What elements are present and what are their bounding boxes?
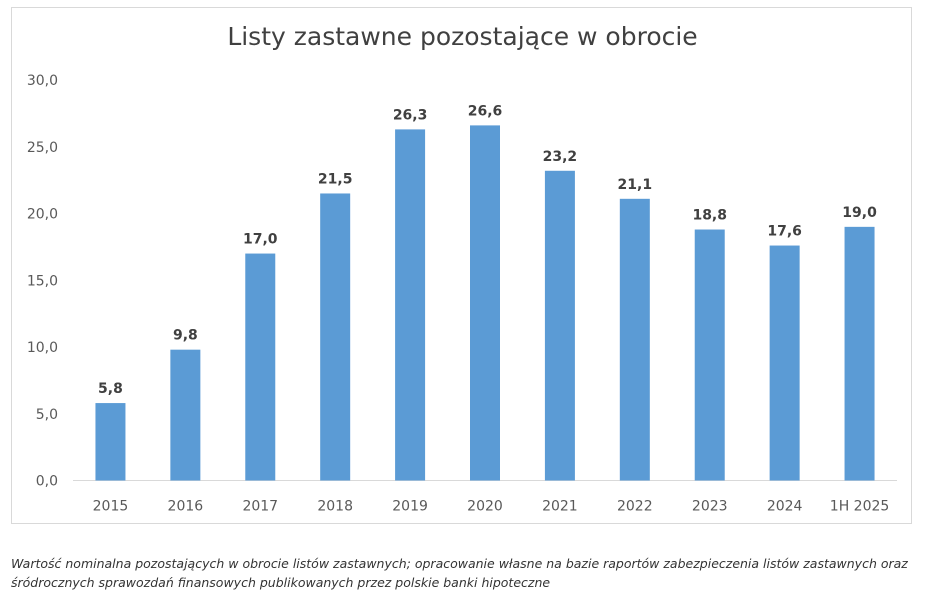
x-tick-label: 2021 [542,499,578,515]
x-tick-label: 2018 [317,499,353,515]
bar [245,253,276,481]
bar [470,125,500,481]
data-label: 9,8 [173,328,198,344]
x-tick-label: 2015 [93,499,129,515]
caption-line-1: Wartość nominalna pozostających w obroci… [11,556,908,571]
x-tick-label: 2022 [617,499,653,515]
data-label: 18,8 [692,208,727,224]
data-label: 23,2 [543,149,578,165]
chart-frame [11,7,912,524]
x-tick-label: 2019 [392,499,428,515]
x-tick-label: 2017 [242,499,278,515]
y-tick-label: 0,0 [36,474,58,490]
x-tick-label: 2023 [692,499,728,515]
data-label: 17,0 [243,232,278,248]
bar [844,226,875,481]
data-label: 26,6 [468,103,503,119]
bar [95,403,126,481]
bar [320,193,351,481]
bar [170,349,201,481]
bar [619,198,650,481]
data-label: 21,5 [318,171,353,187]
data-label: 21,1 [618,177,653,193]
data-label: 5,8 [98,381,123,397]
chart-title: Listy zastawne pozostające w obrocie [227,22,698,51]
bar [769,245,800,481]
y-tick-label: 30,0 [27,73,58,89]
bar [395,129,426,481]
y-tick-label: 10,0 [27,340,58,356]
x-tick-label: 2024 [767,499,803,515]
caption-line-2: śródrocznych sprawozdań finansowych publ… [11,575,551,590]
y-tick-label: 20,0 [27,207,58,223]
chart-caption: Wartość nominalna pozostających w obroci… [11,554,921,592]
data-label: 19,0 [842,205,877,221]
x-tick-label: 2020 [467,499,503,515]
y-tick-label: 25,0 [27,140,58,156]
x-tick-label: 2016 [168,499,204,515]
bar [694,229,725,481]
data-label: 17,6 [767,224,802,240]
bar [544,170,575,481]
bar-chart: 0,0 5,0 10,0 15,0 20,0 25,0 30,0 5,8 2015 9,8 2016… [27,73,897,515]
x-tick-label: 1H 2025 [830,499,890,515]
y-tick-label: 15,0 [27,273,58,289]
y-tick-label: 5,0 [36,407,58,423]
data-label: 26,3 [393,107,428,123]
